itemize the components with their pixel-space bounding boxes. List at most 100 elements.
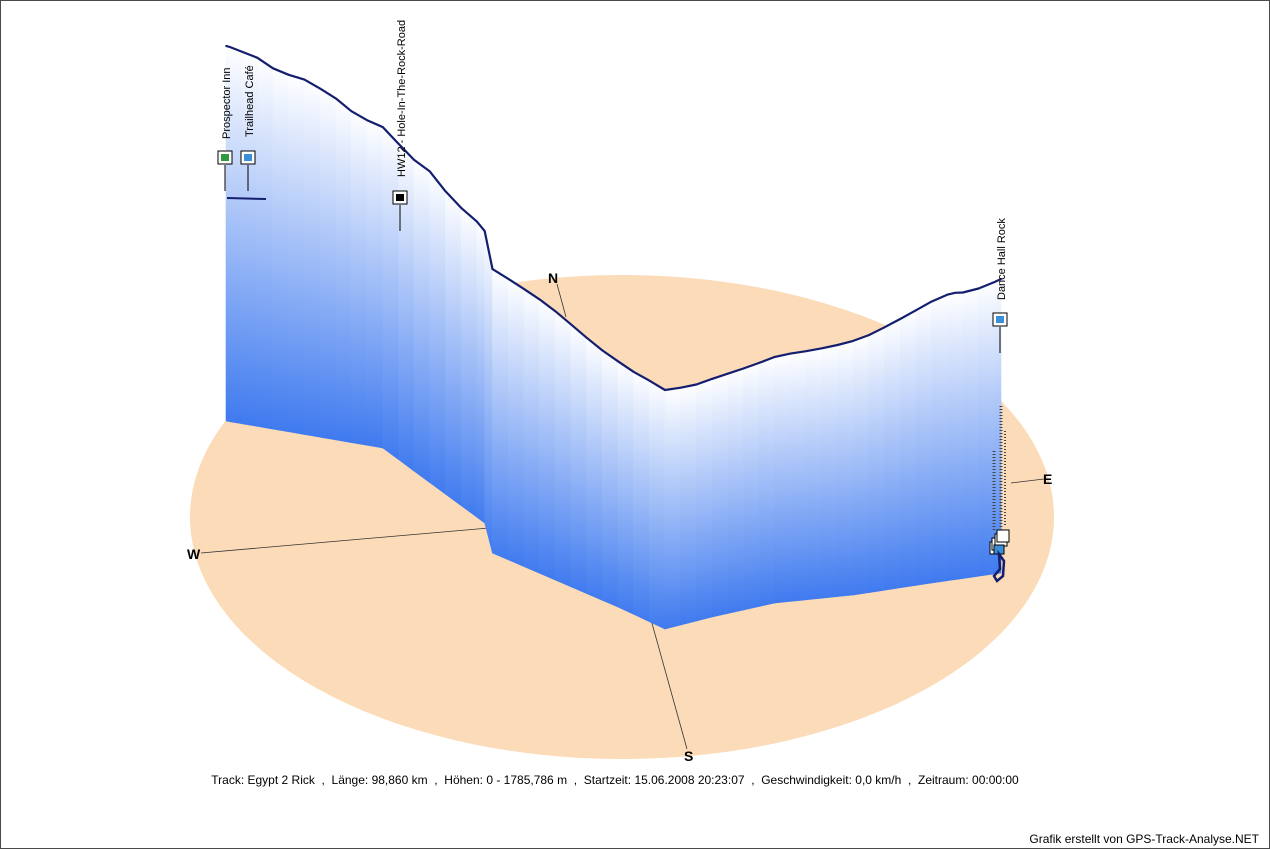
length-label: Länge: (331, 773, 369, 787)
curtain-segment (539, 298, 556, 581)
elevation-point (977, 287, 980, 290)
curtain-segment (257, 57, 274, 430)
curtain-segment (648, 380, 666, 630)
curtain-segment (664, 387, 682, 630)
elevation-point (601, 349, 604, 352)
elevation-point (617, 360, 619, 363)
elevation-point (883, 326, 886, 329)
elevation-point (758, 362, 760, 364)
curtain-segment (319, 88, 337, 441)
curtain-segment (884, 318, 901, 591)
start-value: 15.06.2008 20:23:07 (634, 773, 745, 787)
waypoint-marker: Trailhead Café (240, 65, 256, 191)
curtain-segment (696, 378, 713, 622)
curtain-segment (272, 67, 290, 433)
compass-north-label: N (548, 270, 558, 286)
curtain-segment (954, 292, 964, 580)
elevation-point (930, 300, 933, 303)
elevation-point (483, 230, 486, 233)
curtain-segment (790, 350, 807, 602)
curtain-segment (837, 340, 854, 597)
curtain-segment (899, 309, 917, 589)
elevation-point (428, 170, 431, 173)
waypoint-marker: Prospector Inn (217, 67, 233, 191)
start-label: Startzeit: (583, 773, 632, 787)
curtain-segment (351, 110, 368, 446)
compass-axis-east (1010, 478, 1045, 484)
start-track-segment (226, 197, 267, 200)
waypoint-label: Trailhead Café (244, 65, 256, 137)
elevation-point (915, 309, 917, 312)
track-marks (225, 44, 1002, 392)
curtain-segment (523, 288, 540, 574)
curtain-segment (413, 159, 431, 484)
elevation-point (554, 310, 557, 313)
elevation-point (695, 383, 698, 386)
elevation-point (789, 352, 792, 355)
curtain-segment (288, 74, 305, 435)
waypoint-markers: Prospector Inn Trailhead Café HW12 - Hole-… (217, 20, 1008, 353)
elevation-point (570, 323, 572, 326)
curtain-segment (304, 79, 321, 438)
curtain-segment (617, 360, 634, 615)
curtain-segment (476, 220, 486, 524)
curtain-segment (484, 231, 493, 554)
elevation-point (726, 372, 729, 375)
curtain-segment (868, 326, 885, 593)
elevation-point (899, 318, 902, 320)
heights-value: 0 - 1785,786 m (486, 773, 568, 787)
elevation-point (836, 344, 839, 346)
elevation-point (852, 340, 854, 342)
curtain-segment (758, 356, 776, 607)
elevation-point (366, 119, 368, 122)
curtain-segment (727, 368, 744, 614)
curtain-segment (366, 119, 384, 449)
curtain-segment (805, 347, 823, 601)
elevation-point (334, 97, 337, 100)
curtain-segment (774, 353, 791, 604)
curtain-segment (633, 371, 650, 623)
curtain-segment (445, 190, 462, 507)
elevation-point (256, 56, 259, 59)
curtain-segment (978, 281, 995, 577)
elevation-point (350, 110, 353, 113)
elevation-point (381, 126, 384, 128)
waypoint-cluster-end (989, 406, 1010, 583)
elevation-point (632, 370, 635, 373)
heights-label: Höhen: (444, 773, 483, 787)
elevation-point (742, 367, 745, 370)
elevation-point (867, 334, 870, 336)
track-label: Track: (211, 773, 245, 787)
curtain-segment (711, 373, 729, 618)
speed-label: Geschwindigkeit: (761, 773, 852, 787)
curtain-segment (931, 294, 948, 584)
elevation-point (820, 347, 823, 350)
compass-south-label: S (684, 748, 693, 764)
waypoint-label: HW12 - Hole-In-The-Rock-Road (396, 20, 408, 177)
curtain-segment (962, 288, 979, 579)
elevation-point (444, 190, 447, 193)
period-label: Zeitraum: (917, 773, 969, 787)
credit-text: Grafik erstellt von GPS-Track-Analyse.NE… (1029, 832, 1259, 846)
elevation-point (229, 46, 231, 48)
waypoint-label: Dance Hall Rock (996, 218, 1008, 300)
elevation-track-line (225, 44, 1002, 392)
elevation-curtain (225, 45, 1002, 630)
curtain-segment (460, 207, 478, 518)
curtain-segment (821, 344, 838, 599)
curtain-segment (554, 310, 572, 588)
curtain-segment (570, 323, 587, 594)
compass-east-label: E (1043, 471, 1052, 487)
elevation-point (240, 50, 243, 53)
elevation-point (460, 207, 463, 209)
elevation-point (413, 159, 415, 161)
curtain-segment (601, 349, 619, 608)
elevation-point (538, 298, 541, 301)
curtain-segment (335, 97, 352, 443)
elevation-point (491, 268, 494, 270)
speed-value: 0,0 km/h (855, 773, 902, 787)
compass-axis-north (556, 283, 567, 318)
waypoint-marker: HW12 - Hole-In-The-Rock-Road (392, 20, 408, 231)
